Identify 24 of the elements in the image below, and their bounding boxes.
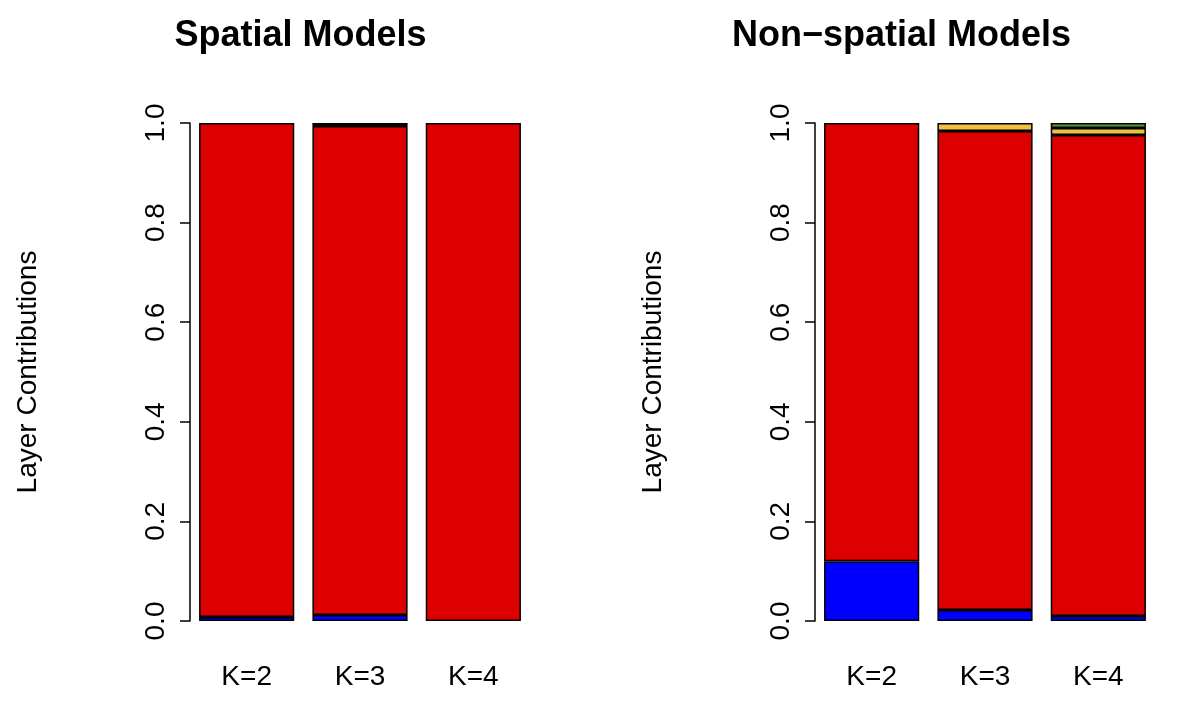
y-tick-label: 0.4: [763, 402, 795, 442]
y-axis-title: Layer Contributions: [635, 250, 667, 494]
x-tick-label: K=4: [1073, 659, 1124, 691]
y-tick-label: 0.0: [138, 601, 170, 641]
y-tick-label: 0.6: [763, 302, 795, 342]
y-tick-label: 0.6: [138, 302, 170, 342]
x-tick-label: K=2: [221, 659, 272, 691]
y-tick-label: 1.0: [138, 103, 170, 143]
y-tick-label: 0.8: [763, 203, 795, 243]
bar: [199, 123, 295, 618]
y-axis-title: Layer Contributions: [10, 250, 42, 494]
y-tick-label: 0.2: [763, 501, 795, 541]
y-tick-label: 0.2: [138, 501, 170, 541]
x-tick-label: K=2: [846, 659, 897, 691]
x-tick-label: K=3: [334, 659, 386, 691]
chart-title: Non−spatial Models: [731, 12, 1072, 54]
x-tick-label: K=4: [448, 659, 499, 691]
y-tick-label: 0.8: [138, 203, 170, 243]
y-tick-label: 0.4: [138, 402, 170, 442]
x-tick-label: K=3: [959, 659, 1011, 691]
chart-title: Spatial Models: [174, 12, 427, 54]
y-tick-label: 1.0: [763, 103, 795, 143]
y-tick-label: 0.0: [763, 601, 795, 641]
bar: [425, 123, 521, 621]
